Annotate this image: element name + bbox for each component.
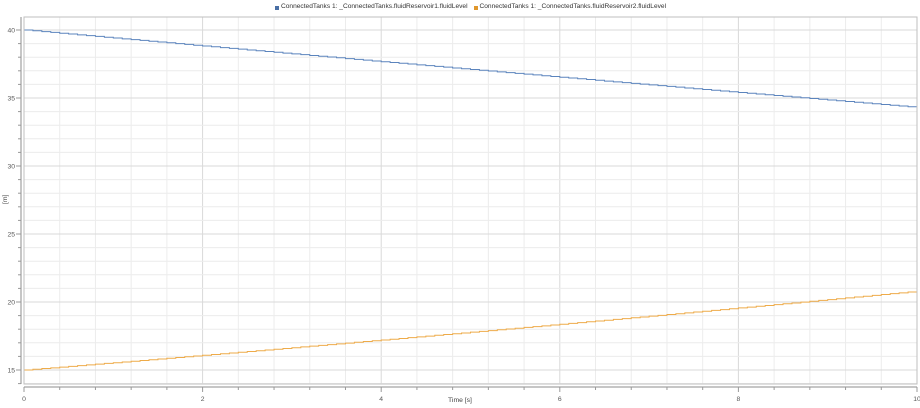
svg-text:35: 35 xyxy=(7,95,15,102)
svg-text:20: 20 xyxy=(7,299,15,306)
svg-text:15: 15 xyxy=(7,367,15,374)
svg-text:30: 30 xyxy=(7,163,15,170)
svg-text:25: 25 xyxy=(7,231,15,238)
svg-text:40: 40 xyxy=(7,27,15,34)
